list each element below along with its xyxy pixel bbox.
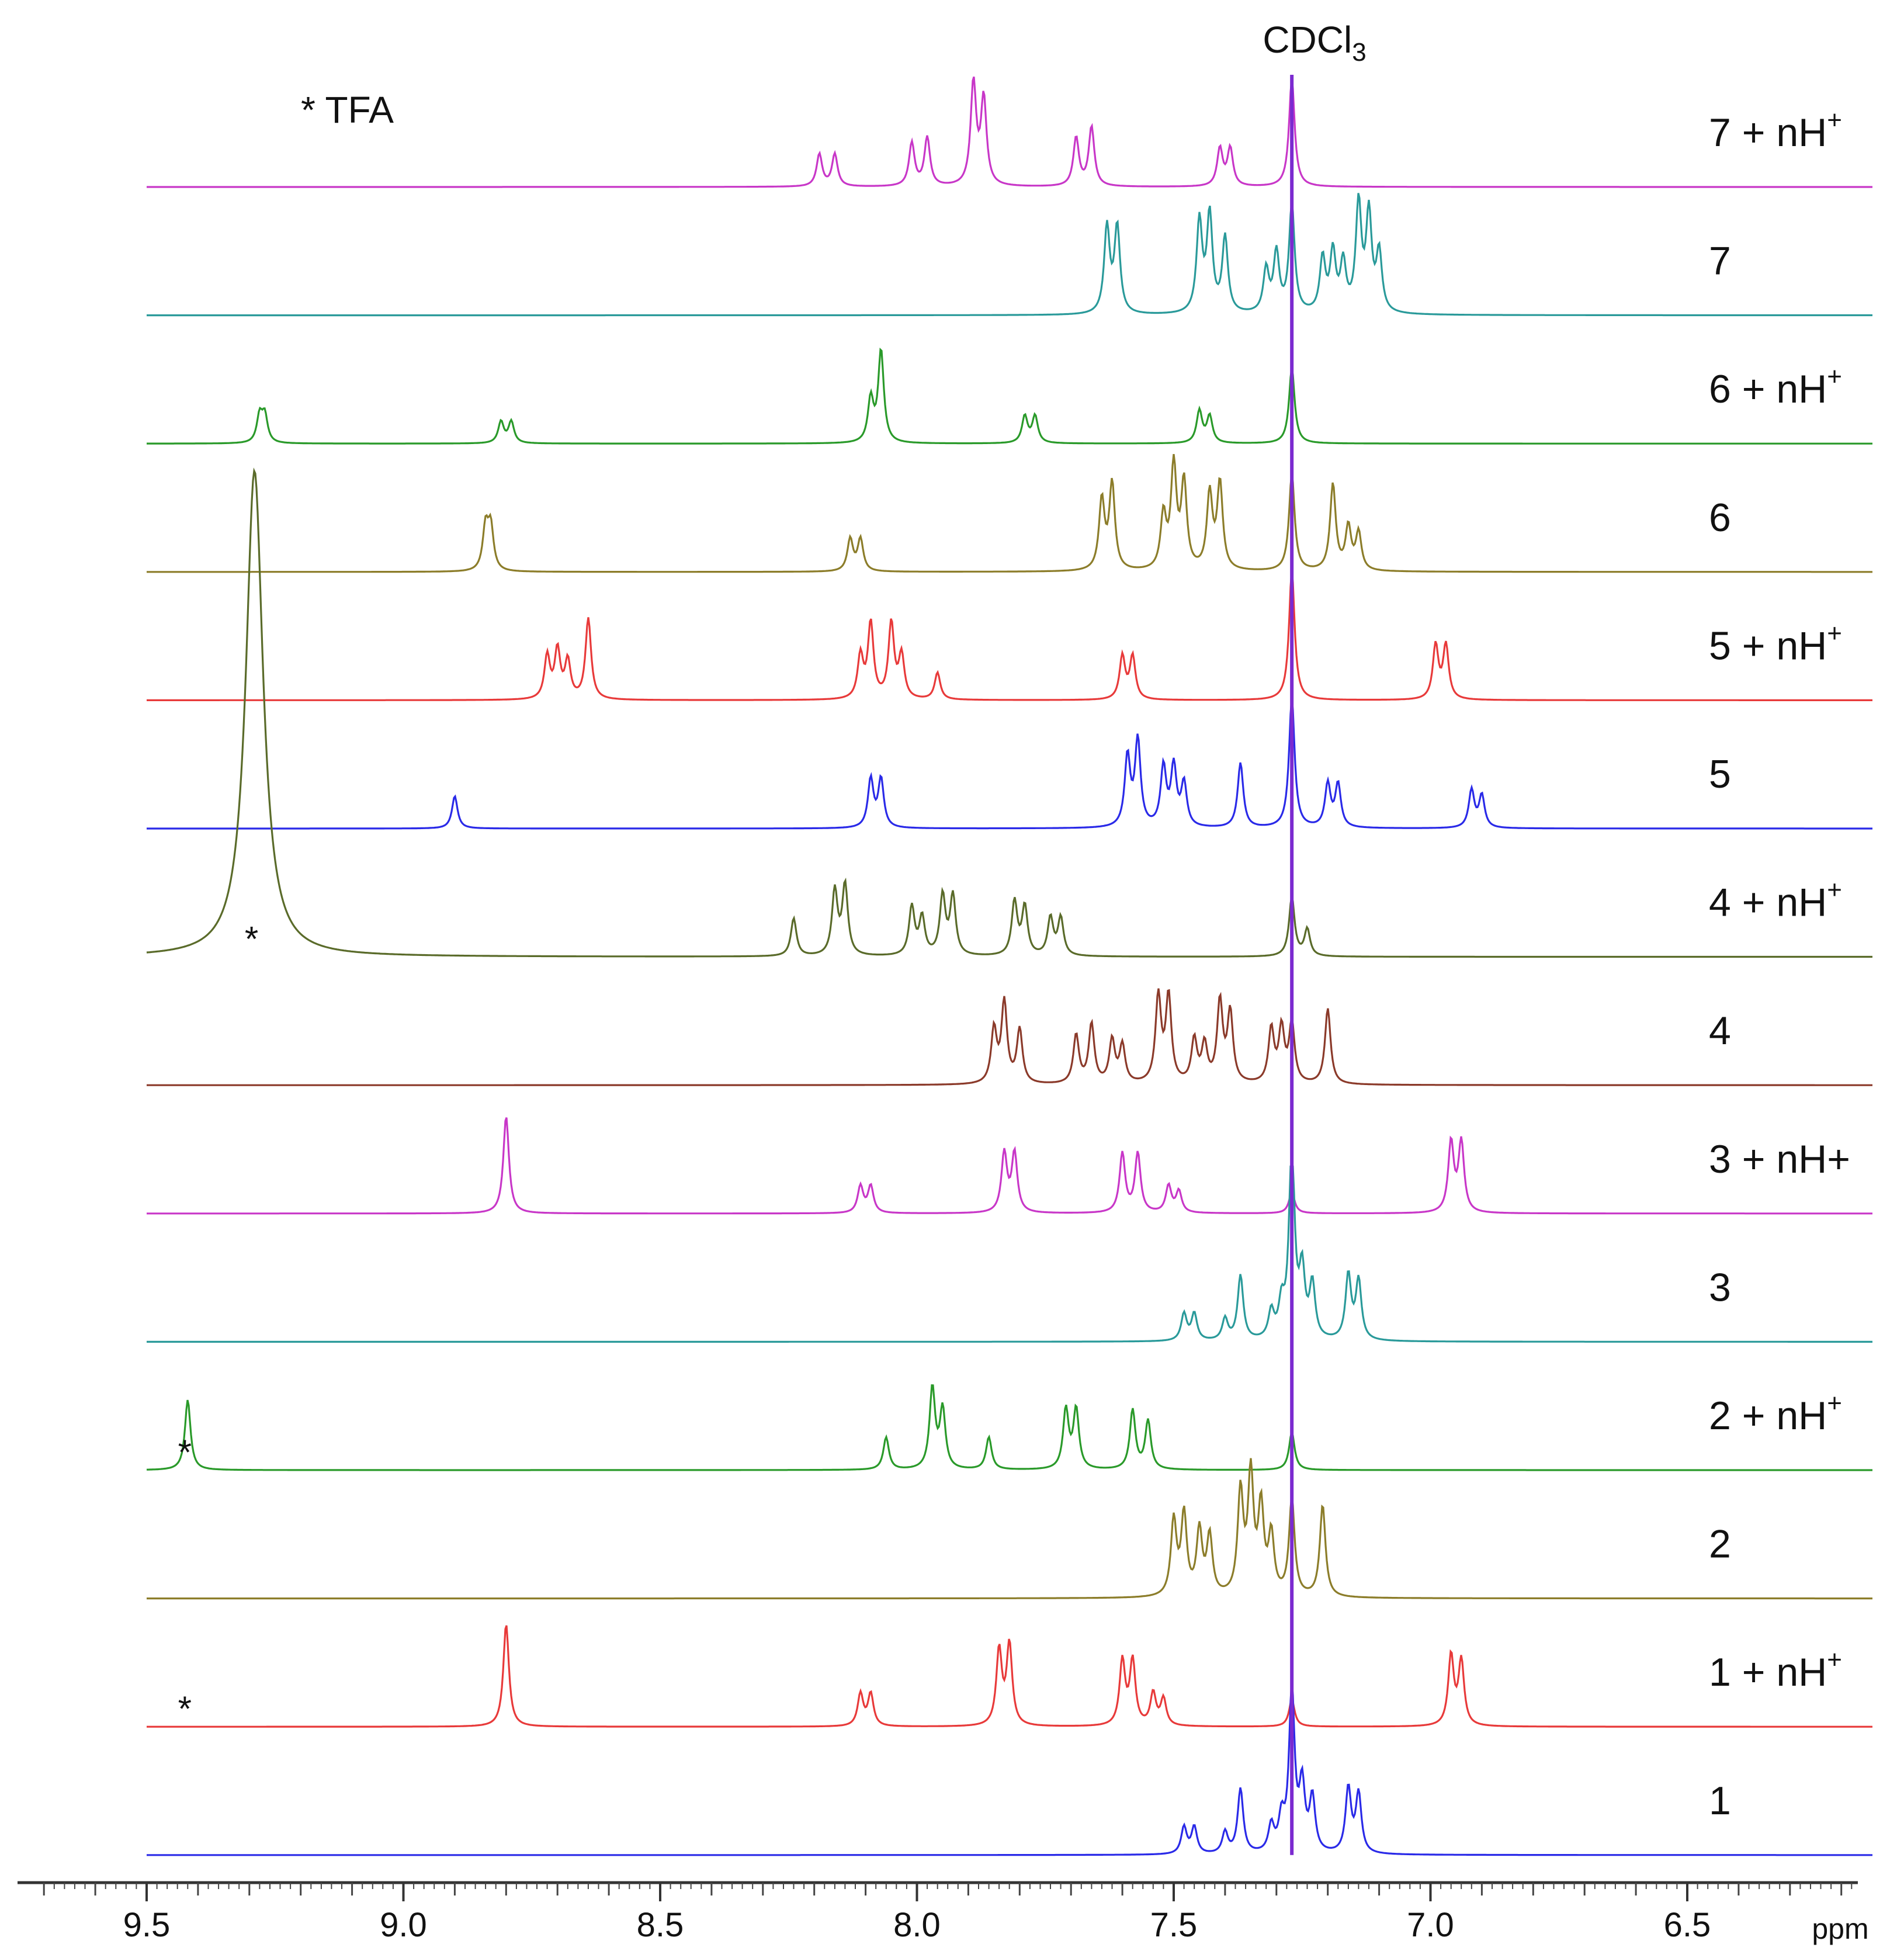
spectrum-trace <box>147 454 1872 573</box>
series-label-text: 6 + nH <box>1709 367 1827 411</box>
spectrum-trace <box>147 1384 1872 1471</box>
series-label-text: 7 + nH <box>1709 110 1827 155</box>
series-label: 7 + nH+ <box>1709 106 1842 155</box>
x-axis: 9.5 9.0 8.5 8.0 7.5 7.0 6.5 ppm <box>18 1881 1869 1945</box>
x-tick-label: 7.5 <box>1150 1906 1198 1944</box>
series-label: 5 <box>1709 752 1731 796</box>
series-label: 4 + nH+ <box>1709 876 1842 925</box>
series-label-sup: + <box>1827 876 1842 905</box>
series-label-text: 1 <box>1709 1779 1731 1823</box>
series-label: 1 <box>1709 1779 1731 1823</box>
series-label: 3 <box>1709 1265 1731 1309</box>
series-label: 4 <box>1709 1009 1731 1053</box>
spectrum-trace <box>147 347 1872 445</box>
spectrum-trace <box>146 467 1872 958</box>
series-label: 2 + nH+ <box>1709 1389 1842 1438</box>
tfa-markers: * * * <box>178 920 259 1729</box>
series-label-text: 1 + nH <box>1709 1650 1827 1694</box>
spectra-traces <box>146 76 1872 1856</box>
series-label-text: 4 <box>1709 1009 1731 1053</box>
series-label-sup: + <box>1827 1645 1842 1674</box>
tfa-marker: * <box>245 920 258 959</box>
solvent-subscript: 3 <box>1352 38 1366 67</box>
series-label-text: 4 + nH <box>1709 881 1827 925</box>
x-tick-label: 8.0 <box>893 1906 941 1944</box>
series-label-text: 2 + nH <box>1709 1394 1827 1438</box>
series-label: 6 + nH+ <box>1709 362 1842 411</box>
series-label-text: 5 <box>1709 752 1731 796</box>
spectrum-trace <box>147 1458 1872 1600</box>
spectrum-trace <box>147 1680 1872 1856</box>
x-tick-label: 8.5 <box>637 1906 684 1944</box>
series-label: 6 <box>1709 495 1731 540</box>
series-label-text: 7 <box>1709 239 1731 283</box>
x-tick-label: 6.5 <box>1664 1906 1711 1944</box>
series-label-sup: + <box>1827 1389 1842 1418</box>
series-label-sup: + <box>1827 619 1842 647</box>
spectrum-trace <box>147 1117 1872 1215</box>
series-label: 5 + nH+ <box>1709 619 1842 668</box>
series-label-text: 2 <box>1709 1522 1731 1567</box>
spectrum-trace <box>147 193 1872 317</box>
series-label-sup: + <box>1827 106 1842 134</box>
x-tick-label: 9.0 <box>380 1906 427 1944</box>
x-axis-minor-ticks <box>43 1883 1853 1895</box>
series-labels: 7 + nH+76 + nH+65 + nH+54 + nH+43 + nH+3… <box>1709 106 1850 1823</box>
x-axis-major-ticks: 9.5 9.0 8.5 8.0 7.5 7.0 6.5 <box>123 1883 1711 1944</box>
spectrum-trace <box>147 698 1872 830</box>
chart-title: CDCl3 <box>1263 19 1366 67</box>
x-axis-label: ppm <box>1812 1912 1868 1945</box>
series-label: 2 <box>1709 1522 1731 1567</box>
series-label-text: 6 <box>1709 495 1731 540</box>
spectrum-trace <box>147 76 1872 188</box>
legend-note: * TFA <box>301 89 394 131</box>
series-label-text: 3 + nH+ <box>1709 1137 1850 1181</box>
tfa-marker: * <box>178 1689 192 1728</box>
spectrum-trace <box>147 570 1872 701</box>
spectrum-trace <box>147 988 1872 1086</box>
series-label: 7 <box>1709 239 1731 283</box>
spectrum-trace <box>147 1625 1872 1728</box>
x-tick-label: 7.0 <box>1407 1906 1454 1944</box>
series-label-text: 3 <box>1709 1265 1731 1309</box>
spectrum-trace <box>147 1165 1872 1343</box>
x-tick-label: 9.5 <box>123 1906 171 1944</box>
solvent-label: CDCl <box>1263 19 1352 61</box>
series-label-text: 5 + nH <box>1709 623 1827 668</box>
series-label-sup: + <box>1827 362 1842 391</box>
series-label: 3 + nH+ <box>1709 1137 1850 1181</box>
tfa-marker: * <box>178 1433 192 1472</box>
series-label: 1 + nH+ <box>1709 1645 1842 1694</box>
